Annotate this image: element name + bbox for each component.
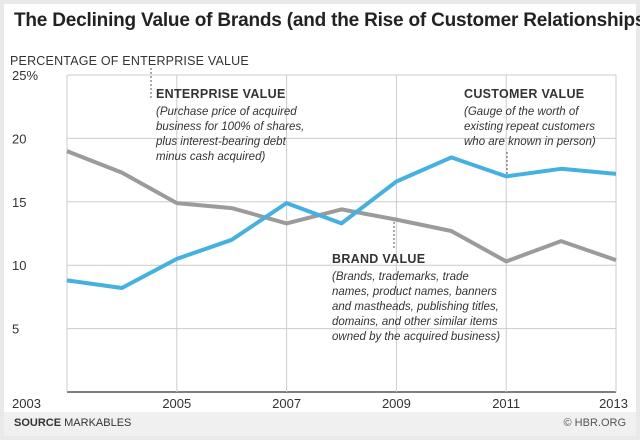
- x-tick-label: 2013: [599, 396, 628, 411]
- annotation-enterprise-line: minus cash acquired): [156, 151, 265, 163]
- source-note: SOURCE MARKABLES: [14, 417, 131, 429]
- annotation-enterprise-value: ENTERPRISE VALUE (Purchase price of acqu…: [155, 87, 304, 163]
- source-value: MARKABLES: [64, 417, 132, 429]
- x-tick-label: 2009: [382, 396, 411, 411]
- customer-value-line: [66, 155, 617, 290]
- line-chart: PERCENTAGE OF ENTERPRISE VALUE 5 10 15 20 25…: [10, 54, 628, 411]
- annotation-enterprise-heading: ENTERPRISE VALUE: [156, 87, 286, 101]
- annotation-enterprise-line: business for 100% of shares,: [156, 121, 304, 133]
- credit: © HBR.ORG: [563, 417, 627, 429]
- annotation-brand-line: domains, and other similar items: [332, 316, 498, 328]
- y-tick-label: 20: [12, 131, 26, 146]
- x-tick-label: 2003: [12, 396, 41, 411]
- y-tick-label: 10: [12, 258, 26, 273]
- annotation-enterprise-line: plus interest-bearing debt: [155, 136, 287, 148]
- annotation-brand-line: (Brands, trademarks, trade: [332, 271, 469, 283]
- x-tick-label: 2005: [162, 396, 191, 411]
- y-axis-label: PERCENTAGE OF ENTERPRISE VALUE: [10, 54, 249, 68]
- brand-value-line: [66, 149, 617, 264]
- annotation-customer-line: (Gauge of the worth of: [464, 106, 580, 118]
- annotation-brand-line: and mastheads, publishing titles,: [332, 301, 499, 313]
- annotation-brand-heading: BRAND VALUE: [332, 252, 425, 266]
- y-tick-label: 5: [12, 322, 19, 337]
- annotation-brand-value: BRAND VALUE (Brands, trademarks, trade n…: [332, 252, 500, 343]
- annotation-customer-line: who are known in person): [464, 136, 596, 148]
- y-tick-label: 15: [12, 195, 26, 210]
- annotation-enterprise-line: (Purchase price of acquired: [156, 106, 297, 118]
- annotation-customer-line: existing repeat customers: [464, 121, 595, 133]
- annotation-brand-line: owned by the acquired business): [332, 331, 500, 343]
- annotation-customer-heading: CUSTOMER VALUE: [464, 87, 584, 101]
- chart-title: The Declining Value of Brands (and the R…: [14, 10, 640, 31]
- x-tick-label: 2007: [272, 396, 301, 411]
- annotation-brand-line: names, product names, banners: [332, 286, 497, 298]
- annotation-customer-value: CUSTOMER VALUE (Gauge of the worth of ex…: [464, 87, 596, 148]
- source-label: SOURCE: [14, 417, 62, 429]
- y-tick-label: 25%: [12, 68, 38, 83]
- chart-footer: SOURCE MARKABLES © HBR.ORG: [4, 412, 636, 436]
- x-tick-label: 2011: [492, 396, 520, 411]
